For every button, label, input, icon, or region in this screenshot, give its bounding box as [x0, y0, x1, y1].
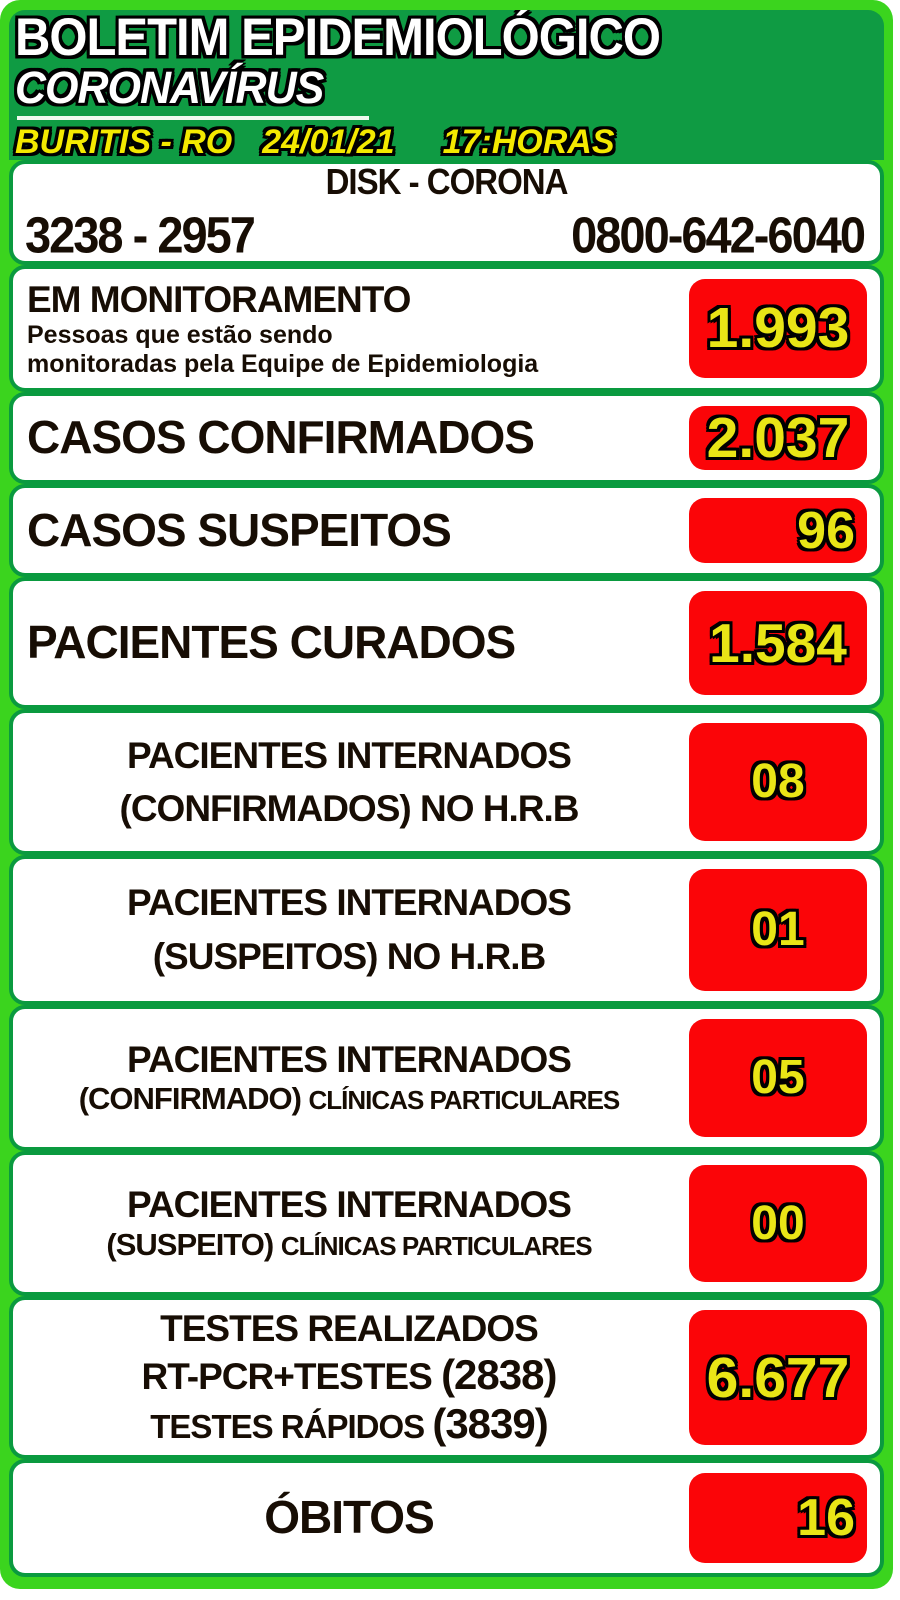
stat-label-line: (SUSPEITO) CLÍNICAS PARTICULARES: [17, 1226, 681, 1263]
stat-card-obitos: ÓBITOS 16: [9, 1459, 884, 1577]
stat-value-box: 96: [689, 498, 867, 564]
stat-value-box: 05: [689, 1018, 867, 1137]
stat-label-line: (CONFIRMADO) CLÍNICAS PARTICULARES: [17, 1080, 681, 1117]
stat-label-segment: monitoradas pela Equipe de Epidemiologia: [27, 349, 539, 378]
stat-value: 2.037: [706, 406, 850, 471]
stat-label-segment: CASOS SUSPEITOS: [27, 504, 452, 557]
stat-value: 08: [751, 755, 805, 809]
stat-label-line: TESTES RÁPIDOS (3839): [17, 1400, 681, 1447]
disk-corona-card: DISK - CORONA 3238 - 2957 0800-642-6040: [9, 160, 884, 265]
stat-label-line: PACIENTES CURADOS: [27, 617, 681, 669]
stat-label-line: PACIENTES INTERNADOS: [17, 735, 681, 776]
stat-value: 00: [751, 1196, 805, 1250]
date-text: 24/01/21: [262, 122, 395, 160]
phone-local: 3238 - 2957: [25, 206, 256, 264]
stat-label: EM MONITORAMENTO Pessoas que estão sendo m…: [13, 279, 681, 378]
stat-value: 01: [751, 903, 805, 957]
stat-label-segment: TESTES REALIZADOS: [160, 1307, 539, 1349]
stat-value-box: 01: [689, 868, 867, 991]
stat-card-internados-hrb-confirmados: PACIENTES INTERNADOS (CONFIRMADOS) NO H.R…: [9, 709, 884, 855]
stat-card-testes-realizados: TESTES REALIZADOS RT-PCR+TESTES (2838) TES…: [9, 1296, 884, 1460]
stat-label-segment: CLÍNICAS PARTICULARES: [280, 1230, 593, 1261]
stat-label-segment: PACIENTES INTERNADOS: [127, 1184, 572, 1226]
time-text: 17:HORAS: [442, 122, 615, 160]
stat-card-pacientes-curados: PACIENTES CURADOS 1.584: [9, 577, 884, 710]
stat-card-casos-suspeitos: CASOS SUSPEITOS 96: [9, 484, 884, 578]
stat-label-segment: EM MONITORAMENTO: [27, 278, 411, 320]
stat-label-segment: (SUSPEITO): [106, 1226, 281, 1262]
stat-label-line: CASOS SUSPEITOS: [27, 504, 681, 557]
disk-corona-phones: 3238 - 2957 0800-642-6040: [13, 198, 880, 264]
stat-label-segment: (CONFIRMADOS) NO H.R.B: [119, 787, 580, 829]
stat-value: 1.584: [709, 612, 847, 675]
stat-label: CASOS SUSPEITOS: [13, 504, 681, 557]
stat-label-line: PACIENTES INTERNADOS: [17, 1184, 681, 1225]
stat-value-box: 08: [689, 723, 867, 841]
stat-value-box: 16: [689, 1473, 867, 1563]
stat-label-line: (CONFIRMADOS) NO H.R.B: [17, 788, 681, 829]
stat-label: PACIENTES INTERNADOS (SUSPEITOS) NO H.R.B: [13, 882, 681, 977]
stat-label-segment: (SUSPEITOS) NO H.R.B: [152, 935, 547, 977]
stat-label-line: PACIENTES INTERNADOS: [17, 882, 681, 923]
stat-label: PACIENTES INTERNADOS (SUSPEITO) CLÍNICAS …: [13, 1184, 681, 1262]
stat-value-box: 00: [689, 1164, 867, 1283]
stat-value-box: 6.677: [689, 1310, 867, 1446]
stat-label-segment: (2838): [441, 1351, 557, 1399]
stat-card-em-monitoramento: EM MONITORAMENTO Pessoas que estão sendo m…: [9, 264, 884, 392]
stat-label-line: RT-PCR+TESTES (2838): [17, 1351, 681, 1398]
page-subtitle: CORONAVÍRUS: [15, 62, 324, 114]
stat-value: 05: [751, 1051, 805, 1105]
stat-label-line: EM MONITORAMENTO: [27, 279, 681, 320]
stat-label: TESTES REALIZADOS RT-PCR+TESTES (2838) TES…: [13, 1308, 681, 1448]
bulletin-header: BOLETIM EPIDEMIOLÓGICO CORONAVÍRUS BURIT…: [9, 10, 884, 160]
stat-label-line: CASOS CONFIRMADOS: [27, 412, 681, 464]
stat-value: 6.677: [706, 1345, 850, 1410]
stat-card-internados-clinicas-suspeito: PACIENTES INTERNADOS (SUSPEITO) CLÍNICAS …: [9, 1150, 884, 1297]
stat-label-segment: RT-PCR+TESTES: [141, 1356, 442, 1398]
stat-label-segment: Pessoas que estão sendo: [27, 320, 333, 349]
stat-label-segment: (CONFIRMADO): [78, 1080, 309, 1116]
stat-value-box: 1.993: [689, 278, 867, 378]
stat-card-internados-hrb-suspeitos: PACIENTES INTERNADOS (SUSPEITOS) NO H.R.B…: [9, 854, 884, 1005]
stat-label: PACIENTES INTERNADOS (CONFIRMADOS) NO H.R…: [13, 735, 681, 830]
stat-label-segment: PACIENTES INTERNADOS: [127, 734, 572, 776]
stat-value: 16: [797, 1489, 855, 1548]
page-title: BOLETIM EPIDEMIOLÓGICO: [15, 10, 661, 68]
stat-label: CASOS CONFIRMADOS: [13, 412, 681, 464]
stat-value-box: 1.584: [689, 591, 867, 696]
stat-card-internados-clinicas-confirmado: PACIENTES INTERNADOS (CONFIRMADO) CLÍNICA…: [9, 1004, 884, 1151]
stat-label-line: TESTES REALIZADOS: [17, 1308, 681, 1349]
stat-label-segment: ÓBITOS: [264, 1491, 435, 1544]
stat-label-segment: CLÍNICAS PARTICULARES: [308, 1084, 621, 1115]
title-underline: [17, 115, 369, 120]
stat-label: PACIENTES CURADOS: [13, 617, 681, 669]
stat-label-line: (SUSPEITOS) NO H.R.B: [17, 936, 681, 977]
stats-stack: DISK - CORONA 3238 - 2957 0800-642-6040 …: [9, 160, 884, 1577]
phone-tollfree: 0800-642-6040: [571, 206, 866, 264]
stat-label-segment: (3839): [432, 1400, 548, 1448]
stat-label-line: ÓBITOS: [17, 1492, 681, 1544]
stat-label-line: monitoradas pela Equipe de Epidemiologia: [27, 350, 681, 378]
stat-value: 96: [797, 501, 855, 560]
stat-label-segment: PACIENTES INTERNADOS: [127, 1038, 572, 1080]
stat-label-line: Pessoas que estão sendo: [27, 321, 681, 349]
stat-card-casos-confirmados: CASOS CONFIRMADOS 2.037: [9, 391, 884, 485]
stat-label-segment: PACIENTES INTERNADOS: [127, 882, 572, 924]
stat-label: PACIENTES INTERNADOS (CONFIRMADO) CLÍNICA…: [13, 1039, 681, 1117]
location-date-line: BURITIS - RO 24/01/21 17:HORAS: [15, 123, 884, 160]
location-text: BURITIS - RO: [15, 122, 233, 160]
stat-label: ÓBITOS: [13, 1492, 681, 1544]
stat-label-line: PACIENTES INTERNADOS: [17, 1039, 681, 1080]
disk-corona-title: DISK - CORONA: [325, 161, 569, 202]
stat-value: 1.993: [706, 296, 850, 361]
stat-label-segment: CASOS CONFIRMADOS: [27, 411, 535, 464]
stat-value-box: 2.037: [689, 405, 867, 471]
stat-label-segment: PACIENTES CURADOS: [27, 616, 516, 669]
stat-label-segment: TESTES RÁPIDOS: [150, 1408, 433, 1446]
